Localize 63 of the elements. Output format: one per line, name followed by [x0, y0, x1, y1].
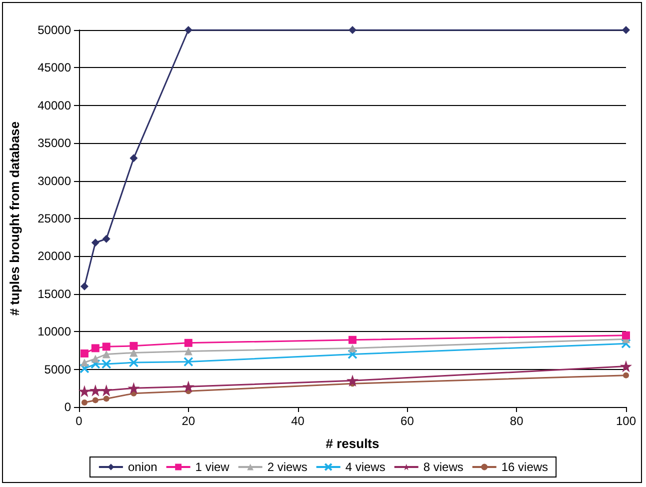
- point: [103, 396, 110, 402]
- point: [348, 26, 356, 34]
- point: [80, 358, 88, 367]
- x-tick-label: 60: [400, 414, 414, 428]
- point: [348, 336, 356, 344]
- point: [348, 349, 358, 360]
- point: [92, 397, 98, 404]
- x-tick-label: 0: [76, 414, 83, 428]
- point: [348, 344, 356, 352]
- x-axis-title: # results: [326, 436, 380, 451]
- point: [621, 338, 631, 349]
- x-tick-label: 20: [182, 414, 196, 428]
- y-tick-label: 35000: [38, 136, 72, 150]
- legend-label: 16 views: [501, 460, 548, 474]
- point: [91, 238, 100, 247]
- y-tick-label: 45000: [38, 60, 72, 75]
- point: [90, 359, 100, 369]
- point: [184, 26, 192, 34]
- point: [100, 384, 112, 396]
- point: [78, 385, 90, 398]
- point: [184, 338, 192, 347]
- legend-label: 8 views: [423, 460, 464, 474]
- legend-label: 4 views: [345, 460, 386, 474]
- y-axis-title: # tuples brought from database: [7, 121, 22, 316]
- y-tick-label: 15000: [38, 286, 72, 301]
- point: [128, 358, 139, 368]
- point: [89, 384, 102, 396]
- legend-label: 2 views: [267, 460, 308, 474]
- point: [623, 372, 629, 378]
- point: [102, 350, 110, 358]
- point: [80, 282, 88, 290]
- x-tick-label: 80: [510, 414, 524, 428]
- point: [128, 382, 140, 394]
- y-tick-label: 0: [64, 400, 72, 414]
- point: [102, 342, 110, 351]
- point: [182, 380, 194, 393]
- point: [101, 359, 112, 369]
- legend-label: 1 view: [195, 460, 230, 474]
- y-tick-label: 20000: [38, 249, 72, 264]
- y-tick-label: 40000: [38, 98, 72, 112]
- point: [130, 342, 138, 350]
- legend-label: onion: [128, 460, 158, 474]
- point: [622, 331, 630, 340]
- point: [130, 348, 138, 357]
- y-tick-label: 30000: [38, 174, 72, 188]
- point: [184, 356, 194, 367]
- y-tick-label: 50000: [38, 23, 72, 37]
- point: [346, 374, 358, 387]
- point: [622, 26, 630, 34]
- y-tick-label: 25000: [38, 212, 72, 226]
- point: [130, 154, 138, 162]
- point: [80, 364, 90, 374]
- y-tick-label: 10000: [38, 324, 72, 339]
- point: [81, 399, 88, 406]
- point: [91, 354, 100, 363]
- point: [184, 347, 192, 356]
- x-tick-label: 40: [291, 414, 305, 428]
- x-tick-label: 100: [616, 414, 636, 428]
- point: [620, 360, 632, 372]
- y-tick-label: 5000: [44, 362, 72, 376]
- point: [102, 234, 110, 243]
- point: [80, 349, 88, 358]
- point: [91, 344, 100, 352]
